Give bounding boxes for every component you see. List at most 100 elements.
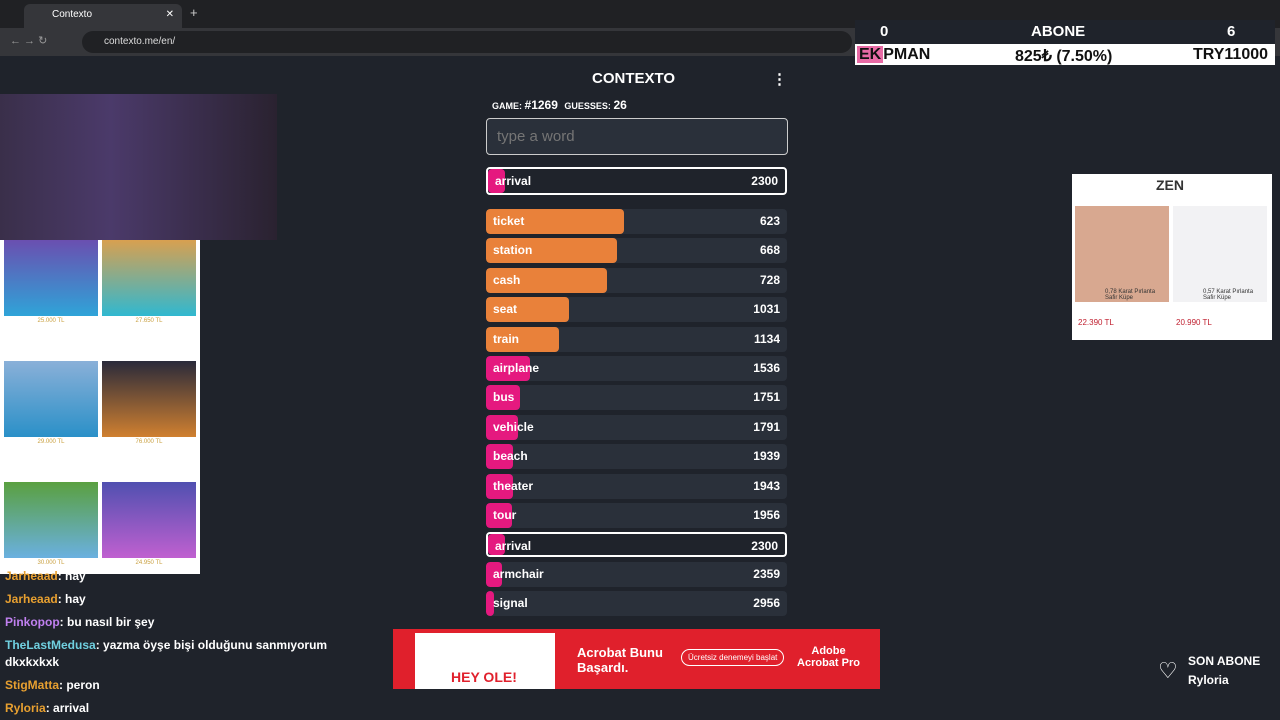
guess-word: bus <box>493 390 515 405</box>
guess-rank: 2300 <box>751 174 778 188</box>
sub-counter: 0 ABONE 6 EK PMAN 825₺ (7.50%) TRY11000 <box>855 20 1275 65</box>
product-price: 20.990 TL <box>1176 318 1212 327</box>
abone-label: ABONE <box>1031 23 1086 40</box>
webcam <box>0 94 277 240</box>
chat-text: yazma öyşe bişi olduğunu sanmıyorum dkxk… <box>5 638 328 669</box>
distance-bar <box>486 267 608 293</box>
game-label: GAME: <box>492 101 522 111</box>
distance-bar <box>486 503 513 528</box>
listing-price: 30.000 TL <box>37 560 65 566</box>
guess-row: cash 728 <box>486 267 787 293</box>
guess-word: arrival <box>495 174 532 188</box>
chat-message: Jarheaad: hay <box>5 569 86 583</box>
guess-rank: 1956 <box>753 508 780 522</box>
chat-message: Ryloria: arrival <box>5 701 90 715</box>
game-title: CONTEXTO <box>592 70 676 87</box>
ticker-goal: TRY11000 <box>1193 46 1269 63</box>
guess-word: signal <box>493 596 528 611</box>
guesses: 26 <box>613 98 627 112</box>
chat-message: TheLastMedusa: yazma öyşe bişi olduğunu … <box>5 638 328 669</box>
ad-tagline: HEY OLE! <box>415 633 555 689</box>
product-image <box>1075 206 1169 302</box>
word-input[interactable] <box>486 118 788 155</box>
guesses-label: GUESSES: <box>564 101 611 111</box>
chat-text: hay <box>65 569 86 583</box>
bottom-ad[interactable]: HEY OLE! Acrobat Bunu Başardı. Ücretsiz … <box>393 629 880 689</box>
guess-row: arrival 2300 <box>486 532 787 558</box>
game-number: #1269 <box>524 98 558 112</box>
guess-rank: 668 <box>759 243 780 258</box>
chat-user: Jarheaad <box>5 569 58 583</box>
guess-word: train <box>493 331 520 346</box>
listing-price: 24.950 TL <box>135 560 163 566</box>
right-count: 6 <box>1227 23 1236 40</box>
tab-title: Contexto <box>52 9 93 20</box>
tab[interactable]: Contexto ✕ <box>24 4 182 28</box>
chat-text: hay <box>65 592 86 606</box>
guess-row: train 1134 <box>486 326 787 352</box>
product-image <box>1173 206 1267 302</box>
product-name: 0,78 Karat Pırlanta Safir Küpe <box>1105 289 1156 301</box>
guess-word: arrival <box>495 539 532 554</box>
guess-row: station 668 <box>486 238 787 264</box>
listing-price: 76.000 TL <box>135 439 163 445</box>
distance-bar <box>486 561 502 587</box>
guess-rank: 1943 <box>753 478 780 493</box>
listing-price: 27.650 TL <box>135 318 163 324</box>
url[interactable]: contexto.me/en/ <box>82 31 852 53</box>
listing-image <box>102 240 196 316</box>
listing-price: 25.000 TL <box>37 318 65 324</box>
distance-bar <box>486 356 531 381</box>
chat-user: Jarheaad <box>5 592 58 606</box>
guess-word: ticket <box>493 214 525 228</box>
guess-word: cash <box>493 272 521 287</box>
chat-user: Ryloria <box>5 701 46 715</box>
distance-bar <box>486 444 513 470</box>
chat-user: Pinkopop <box>5 615 60 629</box>
distance-bar <box>486 326 560 352</box>
right-ad[interactable]: ZEN 0,78 Karat Pırlanta Safir Küpe 22.390… <box>1072 174 1272 340</box>
listing-image <box>102 482 196 558</box>
guess-rank: 623 <box>759 214 780 228</box>
ad-headline: Acrobat Bunu Başardı. <box>577 645 663 675</box>
listing-price: 29.000 TL <box>37 439 65 445</box>
guess-word: seat <box>493 302 518 317</box>
guess-row: airplane 1536 <box>486 356 787 381</box>
ticker-value: 825₺ (7.50%) <box>1015 48 1113 65</box>
last-sub-label: SON ABONE <box>1188 654 1261 668</box>
distance-bar <box>486 297 570 323</box>
chat-message: StigMatta: peron <box>5 678 100 692</box>
menu[interactable]: ⋮ <box>772 71 787 88</box>
guess-rank: 1751 <box>753 390 780 405</box>
guess-word: vehicle <box>493 419 534 434</box>
guess-row: bus 1751 <box>486 385 787 411</box>
guess-row: signal 2956 <box>486 591 787 617</box>
tab-strip: Contexto ✕ + <box>0 0 1280 28</box>
new-tab[interactable]: + <box>190 5 198 20</box>
ticker-highlight: EK <box>857 46 884 63</box>
listing-image <box>4 361 98 437</box>
guess-rank: 1791 <box>753 419 780 434</box>
guess-rank: 2956 <box>753 596 780 611</box>
distance-bar <box>486 385 520 411</box>
chat-text: bu nasıl bir şey <box>67 615 155 629</box>
last-sub-name: Ryloria <box>1188 673 1229 687</box>
heart-icon: ♡ <box>1158 658 1178 683</box>
left-ad[interactable]: 25.000 TL 27.650 TL 29.000 TL 76.000 TL 30.0… <box>0 240 200 574</box>
guess-rank: 728 <box>759 272 780 287</box>
guess-rank: 1939 <box>753 449 780 464</box>
chat-message: Jarheaad: hay <box>5 592 86 606</box>
guess-row: theater 1943 <box>486 473 787 499</box>
ad-button[interactable]: Ücretsiz denemeyi başlat <box>681 649 785 666</box>
guess-rank: 2300 <box>751 539 778 554</box>
guess-rank: 1031 <box>753 302 780 317</box>
guess-word: station <box>493 243 533 258</box>
guess-word: tour <box>493 508 517 522</box>
guess-row: ticket 623 <box>486 209 787 234</box>
product-price: 22.390 TL <box>1078 318 1114 327</box>
distance-bar <box>488 169 506 193</box>
guess-word: theater <box>493 478 534 493</box>
ad-brand: Adobe Acrobat Pro <box>797 645 860 669</box>
distance-bar <box>486 238 617 264</box>
